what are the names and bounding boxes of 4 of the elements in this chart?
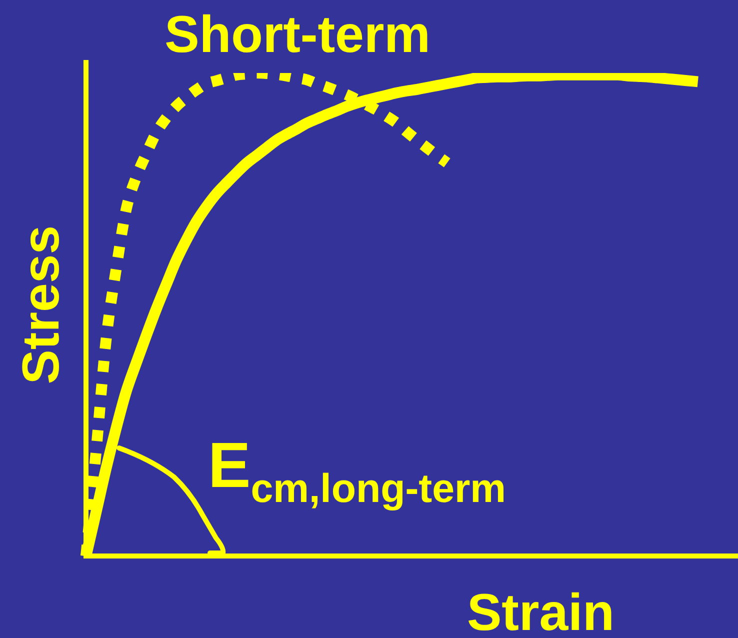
series-label: Short-term bbox=[164, 6, 430, 64]
x-axis-title: Strain bbox=[467, 584, 614, 638]
annotation: E$_{cm,long-term}$ bbox=[208, 429, 506, 511]
y-axis-title: Stress bbox=[12, 225, 70, 384]
